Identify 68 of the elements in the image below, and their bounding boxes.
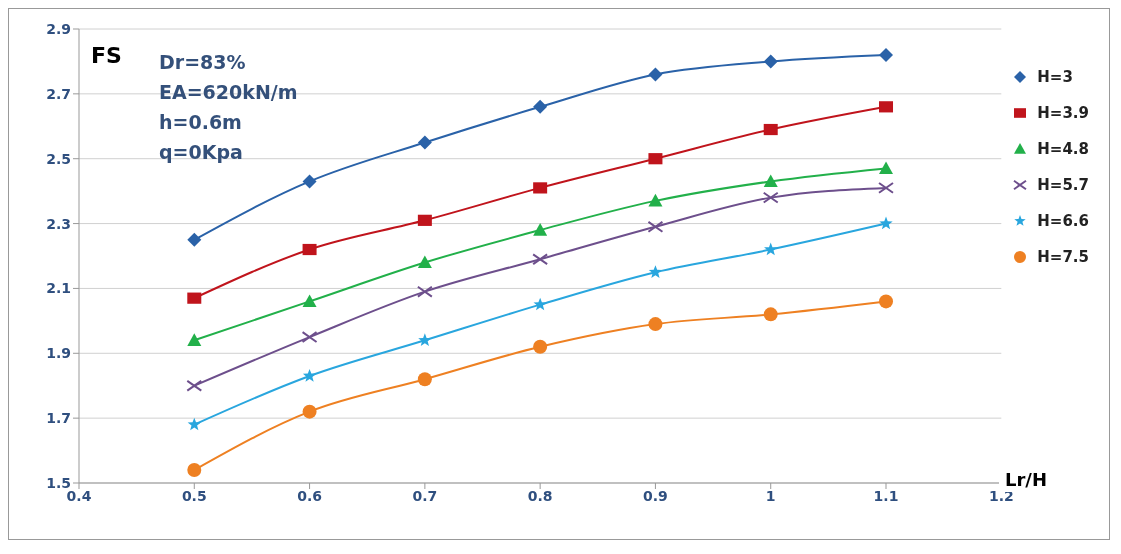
point (302, 368, 317, 382)
legend-label: H=5.7 (1037, 176, 1089, 194)
point (763, 307, 778, 322)
y-tick-label: 2.9 (46, 20, 71, 37)
annotation: EA=620kN/m (159, 80, 298, 105)
point (302, 294, 317, 307)
y-tick-label: 1.9 (46, 345, 71, 362)
point (648, 193, 663, 207)
y-axis-title: FS (91, 43, 122, 68)
x-tick-label: 0.5 (181, 487, 207, 504)
point (763, 174, 778, 188)
y-tick-label: 2.3 (46, 215, 71, 232)
point (187, 232, 202, 247)
x-tick-label: 1 (765, 487, 776, 504)
point (879, 161, 894, 175)
point (417, 135, 432, 150)
legend-label: H=3.9 (1037, 104, 1089, 122)
point (187, 463, 202, 478)
x-tick-label: 0.9 (643, 487, 668, 504)
x-tick-label: 0.8 (527, 487, 553, 504)
point (762, 191, 779, 204)
point (302, 174, 317, 189)
annotation: Dr=83% (159, 50, 247, 75)
annotation: q=0Kpa (159, 140, 244, 165)
point (301, 331, 318, 343)
y-tick-label: 2.7 (46, 85, 71, 102)
point (302, 404, 317, 419)
point (648, 265, 663, 278)
point (302, 243, 317, 256)
point (878, 182, 895, 194)
point (417, 255, 432, 269)
x-tick-label: 0.7 (412, 487, 438, 504)
y-tick-label: 1.7 (46, 410, 71, 427)
point (532, 253, 549, 266)
point (647, 220, 664, 233)
point (186, 379, 203, 392)
legend-label: H=3 (1037, 68, 1073, 86)
point (533, 223, 548, 236)
y-tick-label: 2.5 (46, 150, 71, 167)
point (879, 47, 894, 62)
x-axis-title: Lr/H (999, 467, 1053, 492)
point (764, 242, 778, 256)
legend-label: H=7.5 (1037, 248, 1089, 266)
point (533, 297, 547, 311)
point (417, 214, 432, 226)
x-tick-label: 0.6 (297, 487, 322, 504)
x-tick-label: 1.1 (873, 487, 899, 504)
point (879, 216, 893, 230)
point (648, 153, 663, 165)
point (533, 182, 548, 194)
point (879, 294, 894, 309)
point (187, 417, 201, 431)
point (533, 339, 548, 354)
point (763, 123, 778, 136)
point (648, 317, 663, 332)
point (533, 99, 548, 114)
point (418, 333, 432, 346)
point (763, 54, 778, 69)
annotation: h=0.6m (159, 110, 243, 135)
point (187, 333, 202, 346)
point (879, 101, 894, 113)
point (416, 285, 433, 298)
legend-label: H=4.8 (1037, 140, 1089, 158)
point (648, 67, 663, 82)
y-tick-label: 2.1 (46, 280, 71, 297)
legend-label: H=6.6 (1037, 212, 1089, 230)
point (187, 292, 202, 304)
point (417, 372, 432, 387)
